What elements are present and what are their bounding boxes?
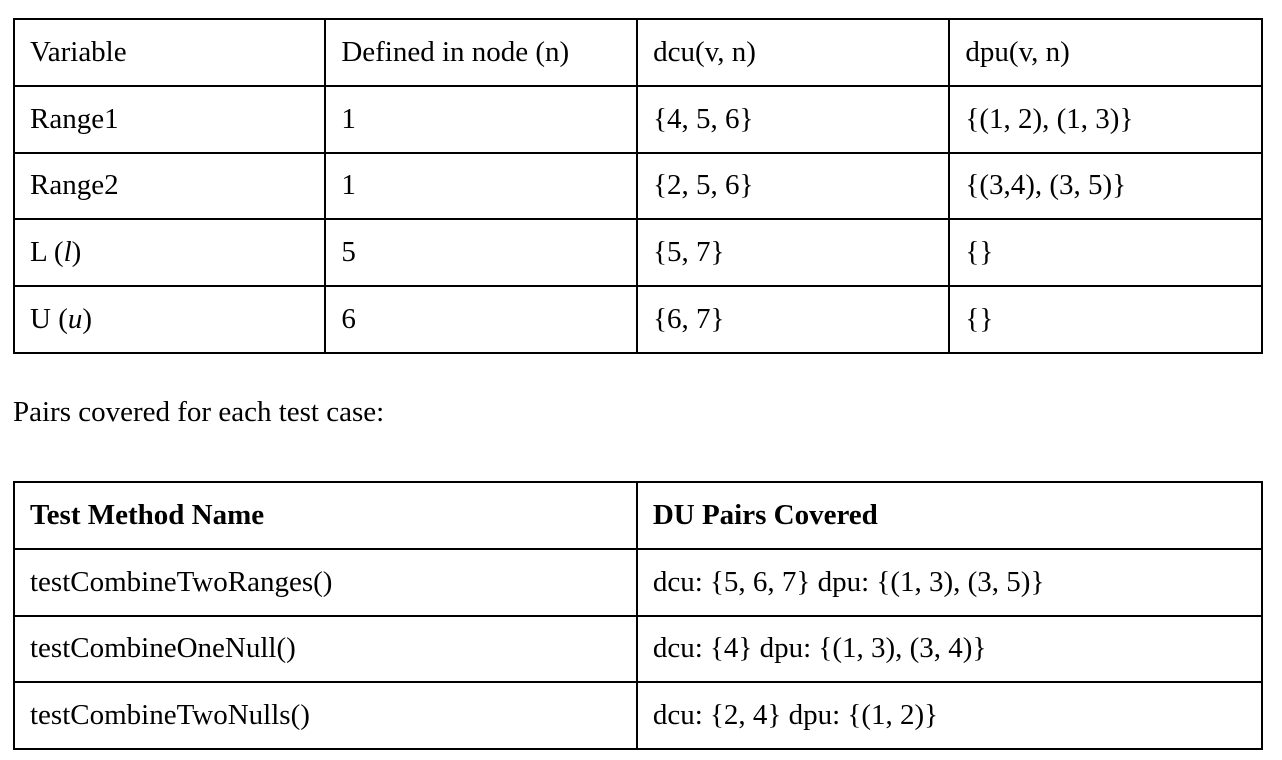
coverage-table: Test Method Name DU Pairs Covered testCo… xyxy=(13,481,1264,751)
def-use-table: Variable Defined in node (n) dcu(v, n) d… xyxy=(12,18,1263,354)
table-row: testCombineTwoRanges() dcu: {5, 6, 7} dp… xyxy=(13,547,1264,617)
du-pairs-cell: dcu: {5, 6, 7} dpu: {(1, 3), (3, 5)} xyxy=(635,547,1264,617)
dpu-cell: {(3,4), (3, 5)} xyxy=(948,151,1263,221)
dcu-cell: {6, 7} xyxy=(636,285,951,354)
table-header-row: Test Method Name DU Pairs Covered xyxy=(13,481,1264,550)
variable-cell: Range1 xyxy=(12,84,327,154)
node-cell: 5 xyxy=(324,218,639,288)
table-row: L (l) 5 {5, 7} {} xyxy=(12,218,1263,288)
table-row: testCombineTwoNulls() dcu: {2, 4} dpu: {… xyxy=(13,681,1264,751)
table-row: Range2 1 {2, 5, 6} {(3,4), (3, 5)} xyxy=(12,151,1263,221)
variable-name: U xyxy=(30,303,51,336)
table-header-row: Variable Defined in node (n) dcu(v, n) d… xyxy=(12,18,1263,87)
header-cell-test-method-name: Test Method Name xyxy=(13,481,638,550)
test-method-cell: testCombineTwoRanges() xyxy=(13,547,638,617)
header-cell-dcu: dcu(v, n) xyxy=(636,18,951,87)
node-cell: 1 xyxy=(324,151,639,221)
variable-cell: U (u) xyxy=(12,285,327,354)
dpu-cell: {(1, 2), (1, 3)} xyxy=(948,84,1263,154)
variable-alias: l xyxy=(63,236,72,269)
test-method-cell: testCombineOneNull() xyxy=(13,614,638,684)
dcu-cell: {2, 5, 6} xyxy=(636,151,951,221)
header-cell-defined-in-node: Defined in node (n) xyxy=(324,18,639,87)
header-cell-du-pairs-covered: DU Pairs Covered xyxy=(635,481,1264,550)
header-cell-dpu: dpu(v, n) xyxy=(948,18,1263,87)
table-row: U (u) 6 {6, 7} {} xyxy=(12,285,1263,354)
table-row: Range1 1 {4, 5, 6} {(1, 2), (1, 3)} xyxy=(12,84,1263,154)
header-cell-variable: Variable xyxy=(12,18,327,87)
node-cell: 1 xyxy=(324,84,639,154)
variable-cell: L (l) xyxy=(12,218,327,288)
node-cell: 6 xyxy=(324,285,639,354)
table-row: testCombineOneNull() dcu: {4} dpu: {(1, … xyxy=(13,614,1264,684)
dpu-cell: {} xyxy=(948,218,1263,288)
du-pairs-cell: dcu: {4} dpu: {(1, 3), (3, 4)} xyxy=(635,614,1264,684)
du-pairs-cell: dcu: {2, 4} dpu: {(1, 2)} xyxy=(635,681,1264,751)
variable-name: L xyxy=(30,236,47,269)
variable-cell: Range2 xyxy=(12,151,327,221)
coverage-caption: Pairs covered for each test case: xyxy=(13,396,385,428)
dpu-cell: {} xyxy=(948,285,1263,354)
variable-alias: u xyxy=(67,303,83,336)
dcu-cell: {4, 5, 6} xyxy=(636,84,951,154)
dcu-cell: {5, 7} xyxy=(636,218,951,288)
test-method-cell: testCombineTwoNulls() xyxy=(13,681,638,751)
